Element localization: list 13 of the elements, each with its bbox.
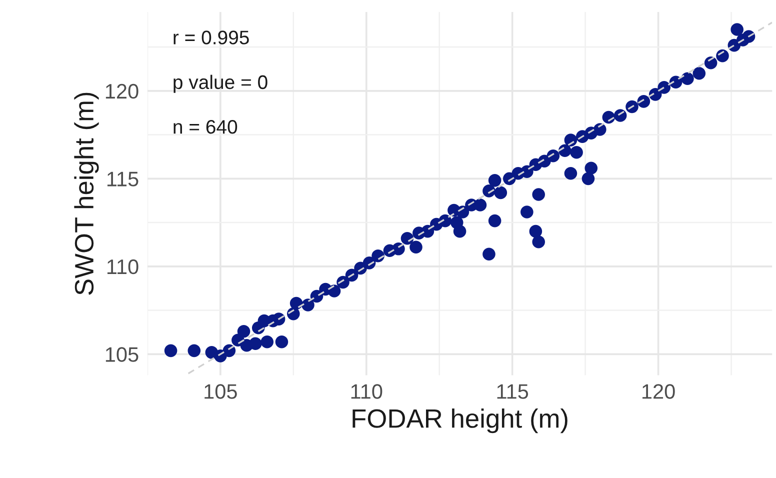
annotation: n = 640 [174, 120, 238, 134]
y-tick-label: 110 [107, 259, 138, 274]
x-tick-label: 115 [497, 384, 528, 399]
y-tick-label: 120 [106, 84, 138, 99]
annotation: p value = 0 [174, 74, 268, 93]
annotation: r = 0.995 [174, 30, 249, 44]
x-tick-label: 120 [642, 384, 675, 399]
x-axis-title: FODAR height (m) [352, 408, 568, 434]
y-axis-title: SWOT height (m) [74, 92, 99, 295]
x-tick-label: 110 [351, 384, 382, 399]
x-tick-label: 105 [204, 384, 237, 399]
y-tick-label: 115 [107, 172, 138, 186]
y-tick-label: 105 [106, 347, 138, 362]
